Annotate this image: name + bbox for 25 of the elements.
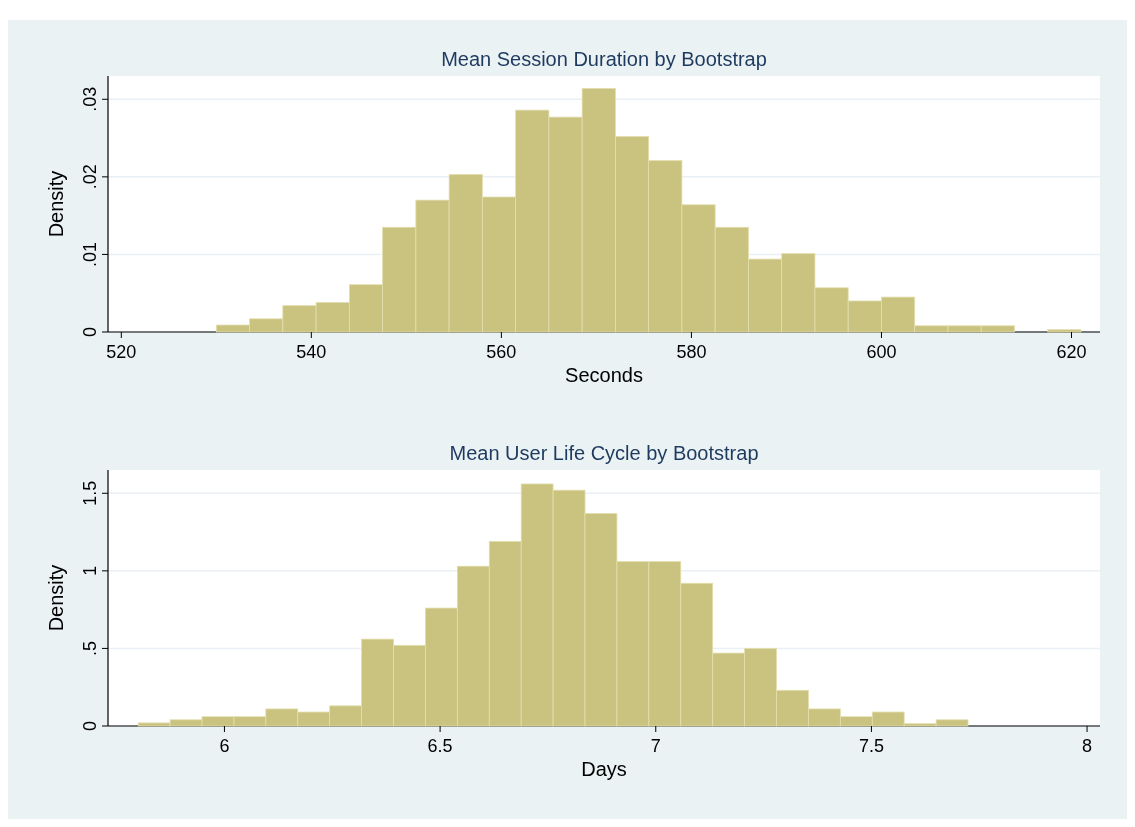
y-axis-title: Density bbox=[45, 564, 67, 632]
x-tick-label: 600 bbox=[866, 342, 897, 362]
x-tick-label: 7.5 bbox=[858, 736, 884, 756]
x-tick-label: 6 bbox=[219, 736, 230, 756]
y-tick-label: 0 bbox=[80, 720, 100, 732]
y-tick-label: 1 bbox=[80, 565, 100, 576]
chart-title: Mean Session Duration by Bootstrap bbox=[441, 48, 767, 70]
y-tick-label: .02 bbox=[80, 164, 100, 190]
x-tick-label: 540 bbox=[296, 342, 327, 362]
x-tick-label: 560 bbox=[486, 342, 517, 362]
x-tick-label: 580 bbox=[676, 342, 707, 362]
y-tick-label: .03 bbox=[80, 86, 100, 112]
y-tick-label: .5 bbox=[80, 640, 100, 656]
y-tick-label: .01 bbox=[80, 241, 100, 267]
x-axis-title: Days bbox=[581, 758, 627, 780]
chart-title: Mean User Life Cycle by Bootstrap bbox=[449, 442, 759, 464]
x-tick-label: 620 bbox=[1056, 342, 1087, 362]
x-tick-label: 520 bbox=[106, 342, 137, 362]
x-axis-title: Seconds bbox=[565, 364, 643, 386]
x-tick-label: 7 bbox=[650, 736, 661, 756]
x-tick-label: 6.5 bbox=[427, 736, 453, 756]
x-tick-label: 8 bbox=[1082, 736, 1093, 756]
y-tick-label: 1.5 bbox=[80, 480, 100, 506]
y-tick-label: 0 bbox=[80, 326, 100, 338]
y-axis-title: Density bbox=[45, 170, 67, 238]
